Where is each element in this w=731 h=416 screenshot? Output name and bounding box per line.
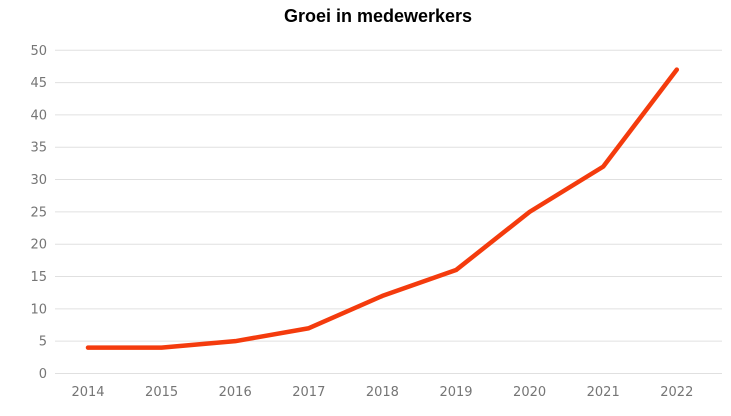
- x-axis-tick-label: 2015: [145, 385, 178, 400]
- x-axis-tick-label: 2018: [366, 385, 399, 400]
- y-axis-labels-group: 0 5 10 15 20 25 30 35 40 45 50: [30, 44, 47, 382]
- x-axis-tick-label: 2014: [71, 385, 104, 400]
- x-axis-tick-label: 2016: [219, 385, 252, 400]
- x-axis-labels-group: 2014 2015 2016 2017 2018 2019 2020 2021 2022: [71, 385, 693, 400]
- x-axis-tick-label: 2021: [587, 385, 620, 400]
- y-axis-tick-label: 20: [30, 238, 47, 253]
- chart-title: Groei in medewerkers: [284, 6, 472, 26]
- gridlines-group: [55, 49, 722, 374]
- x-axis-tick-label: 2022: [660, 385, 693, 400]
- x-axis-tick-label: 2020: [513, 385, 546, 400]
- data-line: [85, 67, 680, 350]
- y-axis-tick-label: 40: [30, 108, 47, 123]
- y-axis-tick-label: 0: [39, 367, 47, 382]
- series-group: [85, 67, 680, 350]
- y-axis-tick-label: 50: [30, 44, 47, 59]
- y-axis-tick-label: 45: [30, 76, 47, 91]
- x-axis-tick-label: 2017: [292, 385, 325, 400]
- y-axis-tick-label: 30: [30, 173, 47, 188]
- y-axis-tick-label: 15: [30, 270, 47, 285]
- x-axis-tick-label: 2019: [439, 385, 472, 400]
- y-axis-tick-label: 10: [30, 302, 47, 317]
- y-axis-tick-label: 5: [39, 335, 47, 350]
- y-axis-tick-label: 35: [30, 141, 47, 156]
- y-axis-tick-label: 25: [30, 205, 47, 220]
